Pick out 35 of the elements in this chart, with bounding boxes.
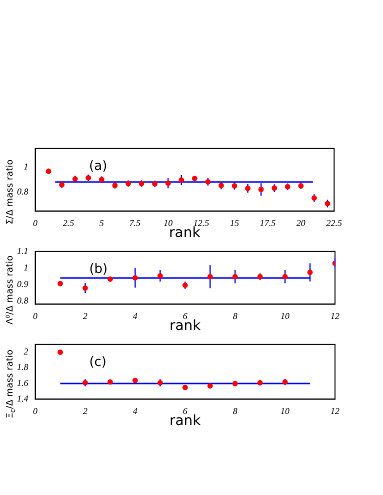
x-tick-label: 5: [99, 218, 104, 228]
y-tick-label: 1.1: [17, 246, 28, 256]
x-tick-label: 4: [132, 310, 138, 321]
annotation: (a): [89, 158, 108, 174]
x-tick-label: 12: [330, 310, 340, 321]
y-tick-label: 0.8: [17, 186, 29, 197]
annotation: (b): [89, 262, 108, 277]
y-tick-label: 1.6: [17, 378, 29, 388]
y-tick-label: 1: [24, 262, 28, 272]
x-tick-label: 8: [232, 310, 238, 321]
y-axis-title: Λ⁰/Δ mass ratio: [5, 254, 16, 325]
y-tick-label: 1.8: [17, 362, 29, 372]
y-tick-label: 2: [24, 346, 29, 357]
annotation: (c): [89, 354, 106, 370]
x-tick-label: 2: [82, 310, 88, 321]
x-tick-label: 10: [280, 310, 290, 321]
x-tick-label: 15: [230, 218, 240, 228]
x-tick-label: 0: [33, 406, 38, 416]
x-tick-label: 8: [232, 406, 238, 416]
x-tick-label: 2.5: [62, 218, 75, 228]
x-tick-label: 0: [33, 218, 38, 228]
y-tick-label: 1.4: [17, 394, 29, 404]
x-tick-label: 22.5: [326, 218, 342, 228]
x-tick-label: 10: [280, 406, 290, 416]
y-tick-label: 0.8: [17, 295, 29, 306]
x-tick-label: 20: [296, 218, 306, 228]
x-tick-label: 17.5: [260, 218, 276, 228]
x-tick-label: 12: [330, 406, 340, 416]
y-tick-label: 0.9: [17, 278, 29, 289]
x-tick-label: 0: [33, 310, 38, 321]
x-tick-label: 4: [132, 406, 138, 416]
y-axis-title: Σ/Δ mass ratio: [5, 159, 16, 225]
x-tick-label: 7.5: [129, 218, 141, 228]
y-tick-label: 1: [24, 162, 28, 172]
x-tick-label: 2: [82, 406, 88, 416]
